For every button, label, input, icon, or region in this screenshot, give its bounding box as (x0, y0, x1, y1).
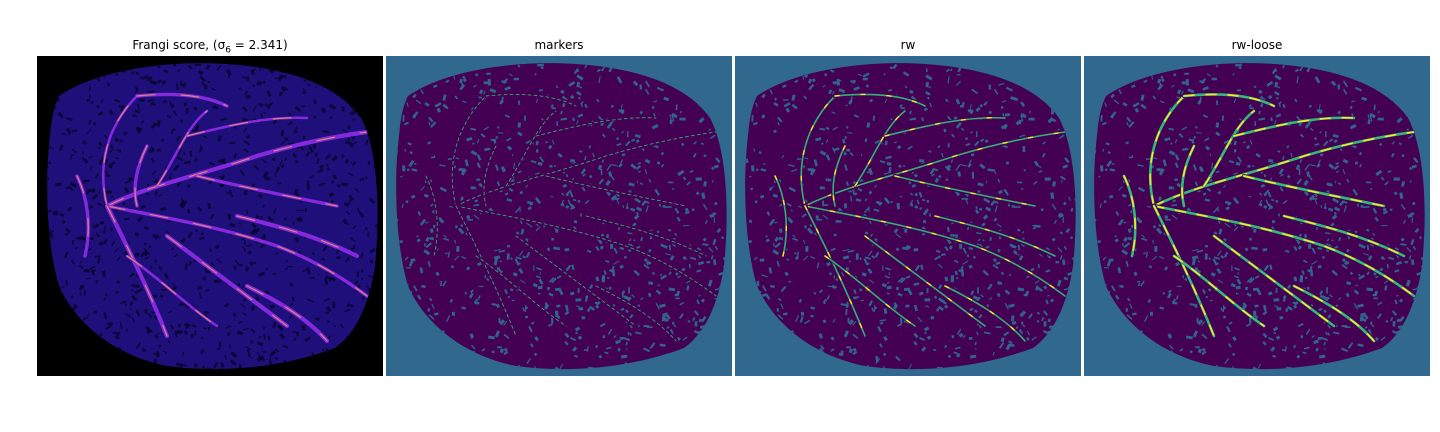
frangi-title-subscript: 6 (225, 45, 231, 56)
vessel-network (1122, 92, 1417, 344)
markers-image (386, 56, 732, 376)
vessel-network (75, 92, 370, 344)
markers-title-text: markers (534, 38, 584, 52)
panel-title-markers: markers (386, 38, 732, 54)
frangi-title-tail: = 2.341) (230, 38, 288, 52)
rw-loose-image (1084, 56, 1430, 376)
rw-image (735, 56, 1081, 376)
panel-title-rw-loose: rw-loose (1084, 38, 1430, 54)
rw-title-text: rw (900, 38, 916, 52)
vessel-network (424, 92, 719, 344)
vessel-network (773, 92, 1068, 344)
panel-title-rw: rw (735, 38, 1081, 54)
frangi-title-text: Frangi score, (σ (132, 38, 226, 52)
frangi-score-image (37, 56, 383, 376)
tissue-texture (1094, 63, 1425, 370)
panel-title-frangi: Frangi score, (σ6 = 2.341) (37, 38, 383, 56)
rw-loose-title-text: rw-loose (1231, 38, 1283, 52)
